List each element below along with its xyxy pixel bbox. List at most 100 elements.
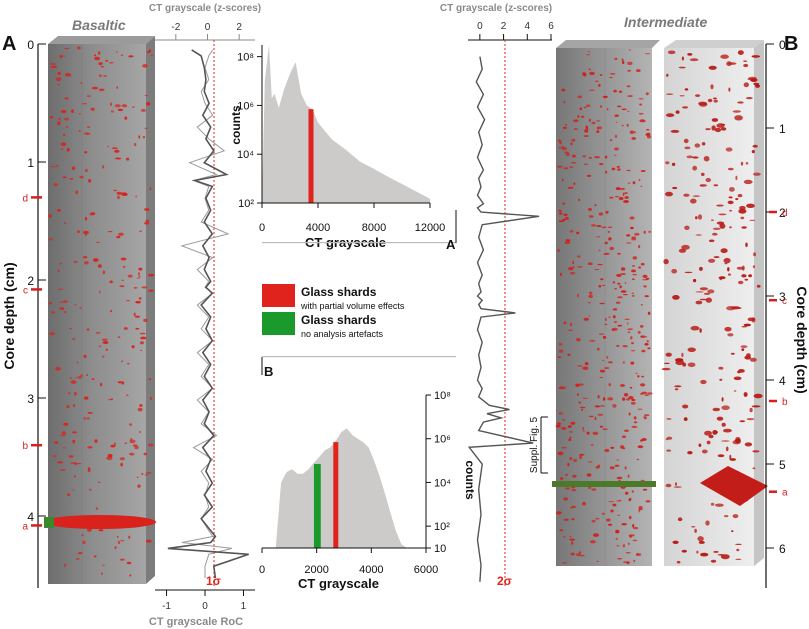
glass-shard	[753, 252, 756, 257]
glass-shard	[591, 224, 597, 227]
glass-shard	[723, 428, 732, 433]
glass-shard	[599, 105, 603, 108]
glass-shard	[739, 205, 746, 210]
glass-shard	[683, 417, 688, 421]
glass-shard	[598, 212, 604, 216]
glass-shard	[73, 475, 76, 478]
glass-shard	[602, 397, 606, 401]
glass-shard	[594, 156, 600, 159]
glass-shard	[584, 362, 589, 366]
glass-shard	[624, 192, 628, 194]
glass-shard	[665, 161, 670, 165]
glass-shard	[710, 502, 715, 506]
glass-shard	[84, 132, 91, 135]
tephra-layer-b	[552, 481, 656, 487]
glass-shard	[564, 241, 571, 245]
glass-shard	[728, 196, 733, 199]
glass-shard	[700, 379, 707, 385]
glass-shard	[735, 558, 742, 560]
glass-shard	[139, 404, 143, 407]
event-marker-b-label: c	[782, 296, 787, 307]
glass-shard	[96, 241, 100, 244]
glass-shard	[627, 331, 631, 333]
glass-shard	[637, 408, 643, 410]
glass-shard	[577, 266, 583, 268]
glass-shard	[626, 123, 629, 127]
glass-shard	[98, 345, 102, 348]
glass-shard	[622, 60, 625, 65]
glass-shard	[142, 64, 148, 68]
histogram-b-ylabel: counts	[463, 460, 477, 500]
histogram-b-area	[275, 428, 407, 548]
event-marker-a-label: a	[22, 521, 28, 532]
glass-shard	[737, 50, 744, 55]
glass-shard	[743, 63, 749, 68]
glass-shard	[687, 347, 696, 353]
glass-shard	[606, 518, 611, 522]
glass-shard	[666, 418, 672, 420]
glass-shard	[80, 374, 83, 377]
glass-shard	[102, 270, 105, 275]
glass-shard	[73, 260, 78, 263]
glass-shard	[579, 107, 583, 111]
glass-shard	[48, 214, 52, 218]
glass-shard	[138, 272, 140, 276]
glass-shard	[638, 245, 641, 249]
glass-shard	[68, 455, 74, 458]
glass-shard	[74, 391, 77, 396]
glass-shard	[571, 138, 576, 142]
glass-shard	[576, 338, 581, 342]
glass-shard	[701, 172, 705, 176]
glass-shard	[568, 266, 574, 271]
glass-shard	[580, 406, 586, 409]
glass-shard	[634, 232, 640, 236]
glass-shard	[720, 554, 730, 560]
glass-shard	[632, 539, 638, 542]
glass-shard	[110, 398, 113, 401]
glass-shard	[687, 451, 693, 455]
glass-shard	[588, 68, 591, 71]
glass-shard	[753, 393, 763, 399]
roc-series-a	[180, 49, 233, 579]
glass-shard	[558, 209, 562, 212]
panel-a-label: A	[2, 33, 16, 55]
glass-shard	[728, 273, 731, 276]
glass-shard	[137, 484, 141, 488]
glass-shard	[617, 558, 623, 560]
glass-shard	[710, 559, 717, 563]
glass-shard	[734, 115, 743, 121]
glass-shard	[666, 449, 672, 452]
glass-shard	[697, 214, 703, 220]
glass-shard	[107, 454, 113, 458]
tephra-plane-b	[700, 466, 768, 506]
legend-item-1-title: Glass shards	[301, 285, 377, 299]
glass-shard	[89, 488, 92, 491]
glass-shard	[636, 458, 640, 461]
glass-shard	[637, 375, 640, 378]
glass-shard	[671, 162, 676, 166]
glass-shard	[617, 514, 621, 516]
glass-shard	[630, 350, 636, 352]
glass-shard	[562, 419, 566, 421]
glass-shard	[705, 177, 711, 183]
glass-shard	[626, 322, 629, 325]
glass-shard	[84, 396, 89, 400]
glass-shard	[699, 328, 702, 333]
roc-axis-a-label: CT grayscale RoC	[149, 616, 243, 628]
glass-shard	[50, 65, 57, 69]
glass-shard	[147, 443, 154, 447]
glass-shard	[643, 230, 646, 234]
histogram-a-ytick-label: 10⁴	[237, 149, 254, 161]
glass-shard	[628, 498, 632, 502]
glass-shard	[739, 420, 746, 423]
glass-shard	[640, 170, 646, 172]
glass-shard	[644, 343, 649, 346]
glass-shard	[138, 297, 142, 300]
glass-shard	[571, 486, 576, 489]
glass-shard	[59, 307, 65, 310]
glass-shard	[576, 231, 580, 235]
glass-shard	[597, 395, 600, 399]
glass-shard	[632, 524, 635, 528]
glass-shard	[738, 208, 747, 214]
glass-shard	[640, 439, 644, 442]
